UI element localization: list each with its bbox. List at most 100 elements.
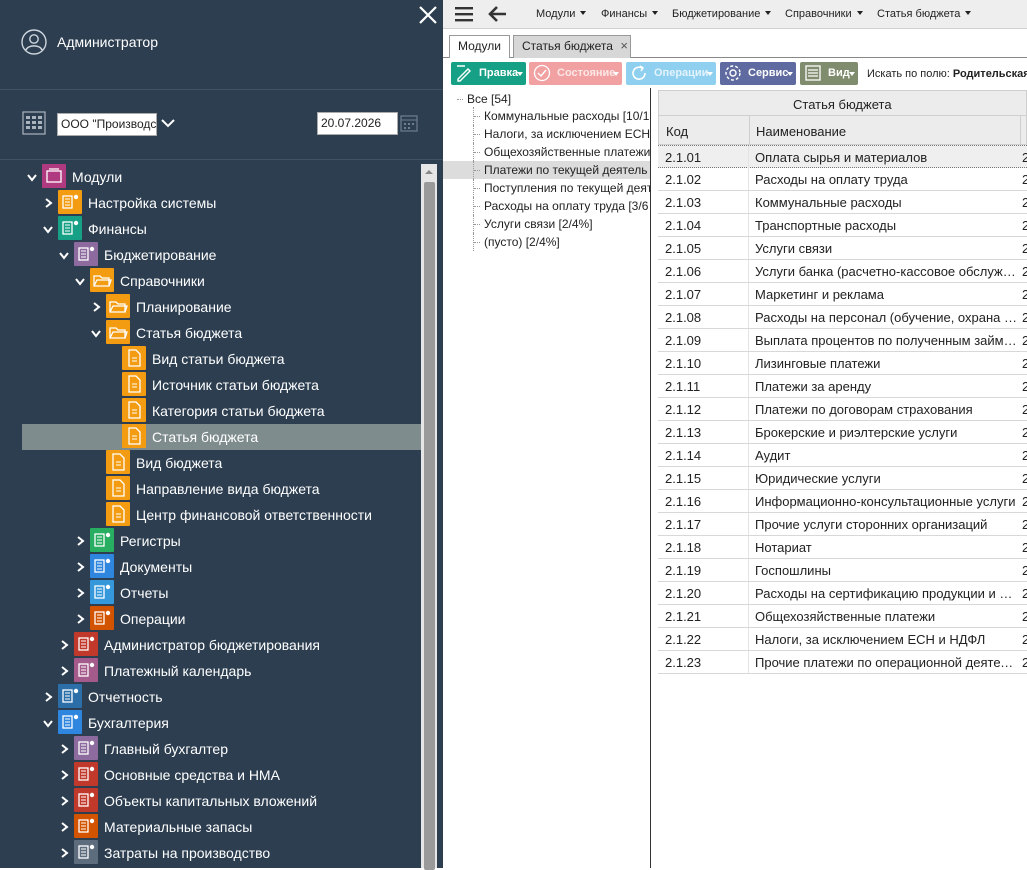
tree-item[interactable]: Объекты капитальных вложений — [22, 788, 421, 814]
tree-item[interactable]: Бухгалтерия — [22, 710, 421, 736]
date-field[interactable]: 20.07.2026 — [317, 112, 398, 135]
tree-item[interactable]: Затраты на производство — [22, 840, 421, 866]
tree-item[interactable]: Справочники — [22, 268, 421, 294]
search-field-label[interactable]: Искать по полю: Родительская — [867, 68, 1027, 80]
chevron-right-icon[interactable] — [74, 535, 86, 547]
top-menu-item[interactable]: Финансы — [601, 8, 659, 20]
tree-item[interactable]: Основные средства и НМА — [22, 762, 421, 788]
tree-item[interactable]: Материальные запасы — [22, 814, 421, 840]
table-row[interactable]: 2.1.15 Юридические услуги 2 — [658, 467, 1027, 490]
chevron-down-icon[interactable] — [160, 115, 176, 131]
scroll-thumb[interactable] — [424, 182, 435, 870]
tree-item[interactable]: Категория статьи бюджета — [22, 398, 421, 424]
tree-item[interactable]: Администратор бюджетирования — [22, 632, 421, 658]
filter-item[interactable]: Платежи по текущей деятель — [443, 161, 651, 179]
chevron-right-icon[interactable] — [42, 197, 54, 209]
calendar-icon[interactable] — [400, 114, 418, 132]
filter-root[interactable]: Все [54] — [443, 90, 651, 108]
filter-item[interactable]: Общехозяйственные платежи — [443, 143, 651, 161]
tree-item[interactable]: Настройка системы — [22, 190, 421, 216]
tree-item[interactable]: Источник статьи бюджета — [22, 372, 421, 398]
tree-item[interactable]: Модули — [22, 164, 421, 190]
table-row[interactable]: 2.1.18 Нотариат 2 — [658, 536, 1027, 559]
gear-menu-button[interactable]: Сервис — [720, 62, 796, 85]
table-row[interactable]: 2.1.17 Прочие услуги сторонних организаци… — [658, 513, 1027, 536]
close-icon[interactable] — [417, 4, 439, 26]
chevron-right-icon[interactable] — [58, 769, 70, 781]
chevron-right-icon[interactable] — [58, 743, 70, 755]
chevron-right-icon[interactable] — [42, 691, 54, 703]
tree-item[interactable]: Платежный календарь — [22, 658, 421, 684]
tree-scrollbar[interactable] — [421, 164, 437, 870]
table-row[interactable]: 2.1.09 Выплата процентов по полученным за… — [658, 329, 1027, 352]
table-row[interactable]: 2.1.03 Коммунальные расходы 2 — [658, 191, 1027, 214]
view-menu-button[interactable]: Вид — [800, 62, 858, 85]
table-row[interactable]: 2.1.11 Платежи за аренду 2 — [658, 375, 1027, 398]
table-row[interactable]: 2.1.12 Платежи по договорам страхования 2 — [658, 398, 1027, 421]
table-row[interactable]: 2.1.22 Налоги, за исключением ЕСН и НДФЛ 2 — [658, 628, 1027, 651]
filter-item[interactable]: (пусто) [2/4%] — [443, 233, 651, 251]
organization-select[interactable]: ООО "Производс — [57, 113, 157, 136]
tree-item[interactable]: Планирование — [22, 294, 421, 320]
chevron-right-icon[interactable] — [58, 795, 70, 807]
chevron-down-icon[interactable] — [74, 275, 86, 287]
splitter[interactable] — [650, 88, 651, 868]
column-header-code[interactable]: Код — [666, 124, 689, 139]
back-arrow-icon[interactable] — [487, 5, 507, 23]
hamburger-menu-icon[interactable] — [455, 6, 473, 22]
user-name[interactable]: Администратор — [57, 34, 159, 50]
tree-item[interactable]: Финансы — [22, 216, 421, 242]
tree-item[interactable]: Отчеты — [22, 580, 421, 606]
table-row[interactable]: 2.1.20 Расходы на сертификацию продукции … — [658, 582, 1027, 605]
chevron-down-icon[interactable] — [58, 249, 70, 261]
table-row[interactable]: 2.1.19 Госпошлины 2 — [658, 559, 1027, 582]
table-row[interactable]: 2.1.01 Оплата сырья и материалов 2 — [658, 145, 1027, 168]
top-menu-item[interactable]: Статья бюджета — [877, 8, 972, 20]
table-row[interactable]: 2.1.06 Услуги банка (расчетно-кассовое об… — [658, 260, 1027, 283]
filter-item[interactable]: Коммунальные расходы [10/1 — [443, 107, 651, 125]
tree-item[interactable]: Вид статьи бюджета — [22, 346, 421, 372]
chevron-down-icon[interactable] — [42, 717, 54, 729]
table-row[interactable]: 2.1.14 Аудит 2 — [658, 444, 1027, 467]
chevron-down-icon[interactable] — [90, 327, 102, 339]
edit-menu-button[interactable]: Правка — [451, 62, 526, 85]
tree-item[interactable]: Документы — [22, 554, 421, 580]
tree-item[interactable]: Вид бюджета — [22, 450, 421, 476]
chevron-right-icon[interactable] — [74, 587, 86, 599]
user-avatar-icon[interactable] — [21, 29, 47, 55]
top-menu-item[interactable]: Бюджетирование — [672, 8, 772, 20]
tab-budget-item[interactable]: Статья бюджета × — [513, 35, 631, 58]
tree-item[interactable]: Направление вида бюджета — [22, 476, 421, 502]
filter-item[interactable]: Расходы на оплату труда [3/6 — [443, 197, 651, 215]
top-menu-item[interactable]: Справочники — [785, 8, 863, 20]
tree-item[interactable]: Статья бюджета — [22, 424, 421, 450]
chevron-down-icon[interactable] — [26, 171, 38, 183]
tree-item[interactable]: Отчетность — [22, 684, 421, 710]
table-row[interactable]: 2.1.08 Расходы на персонал (обучение, охр… — [658, 306, 1027, 329]
table-row[interactable]: 2.1.02 Расходы на оплату труда 2 — [658, 168, 1027, 191]
filter-item[interactable]: Налоги, за исключением ЕСН — [443, 125, 651, 143]
tree-item[interactable]: Центр финансовой ответственности — [22, 502, 421, 528]
tree-item[interactable]: Операции — [22, 606, 421, 632]
tree-item[interactable]: Главный бухгалтер — [22, 736, 421, 762]
chevron-down-icon[interactable] — [42, 223, 54, 235]
chevron-right-icon[interactable] — [58, 847, 70, 859]
chevron-right-icon[interactable] — [58, 821, 70, 833]
chevron-right-icon[interactable] — [90, 301, 102, 313]
tree-item[interactable]: Статья бюджета — [22, 320, 421, 346]
scroll-up-icon[interactable] — [421, 164, 437, 180]
chevron-right-icon[interactable] — [58, 665, 70, 677]
table-row[interactable]: 2.1.10 Лизинговые платежи 2 — [658, 352, 1027, 375]
table-row[interactable]: 2.1.13 Брокерские и риэлтерские услуги 2 — [658, 421, 1027, 444]
table-row[interactable]: 2.1.05 Услуги связи 2 — [658, 237, 1027, 260]
chevron-right-icon[interactable] — [74, 613, 86, 625]
filter-item[interactable]: Услуги связи [2/4%] — [443, 215, 651, 233]
column-header-name[interactable]: Наименование — [756, 124, 847, 139]
table-row[interactable]: 2.1.21 Общехозяйственные платежи 2 — [658, 605, 1027, 628]
table-row[interactable]: 2.1.16 Информационно-консультационные усл… — [658, 490, 1027, 513]
organization-grid-icon[interactable] — [22, 111, 46, 135]
tab-modules[interactable]: Модули — [449, 35, 510, 58]
table-row[interactable]: 2.1.07 Маркетинг и реклама 2 — [658, 283, 1027, 306]
chevron-right-icon[interactable] — [58, 639, 70, 651]
tree-item[interactable]: Бюджетирование — [22, 242, 421, 268]
